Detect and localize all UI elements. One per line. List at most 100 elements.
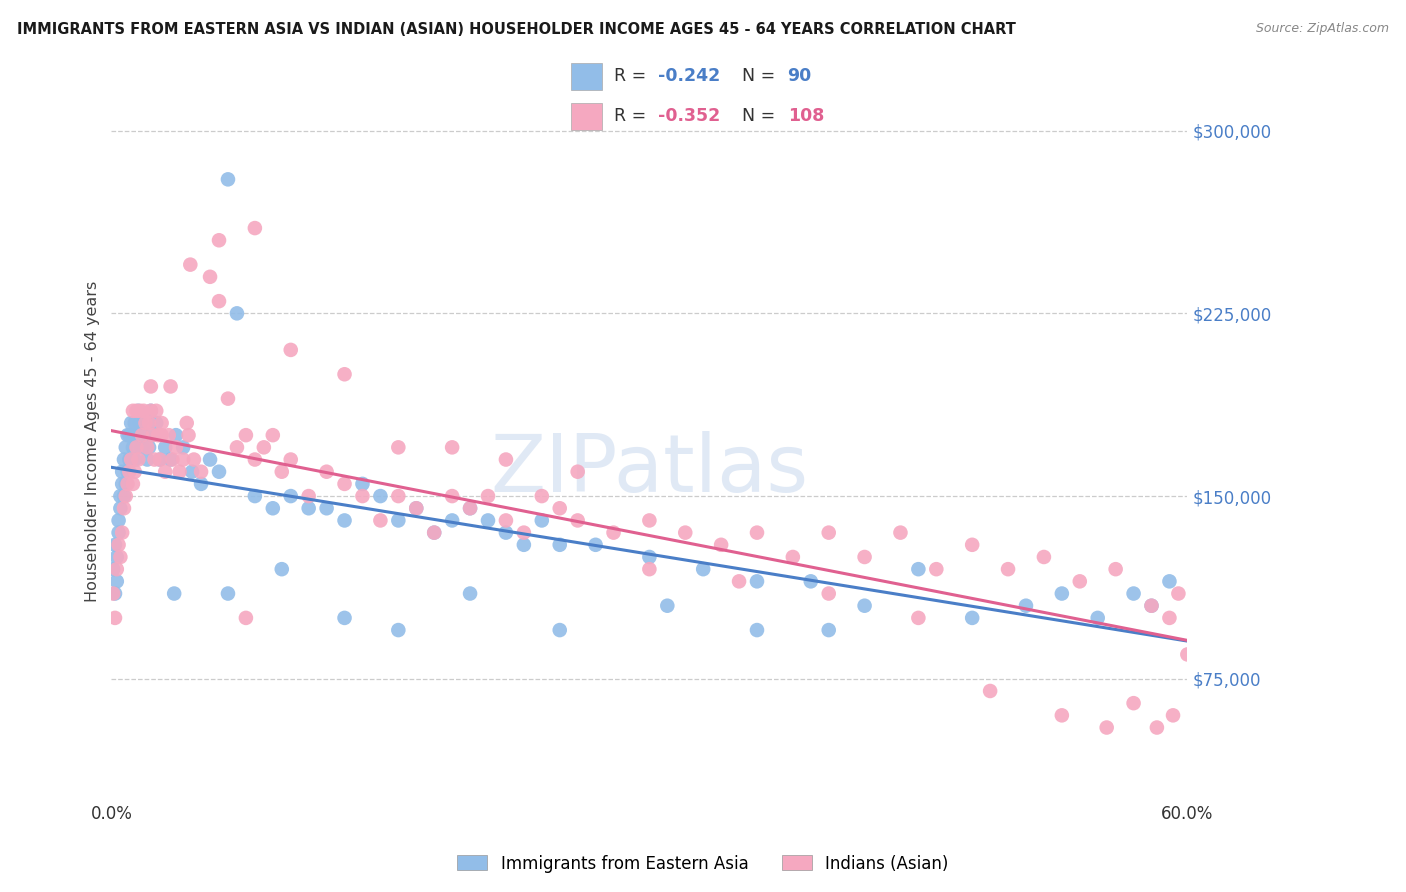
Point (1069, 574, 1091, 589)
Point (477, 513, 499, 527)
Point (1122, 696, 1144, 710)
Point (638, 549, 661, 564)
Point (217, 392, 239, 406)
Point (208, 233, 231, 247)
Point (179, 258, 201, 272)
Point (142, 428, 165, 442)
Point (567, 513, 589, 527)
Point (477, 489, 499, 503)
Point (673, 525, 696, 540)
Point (423, 525, 446, 540)
Point (150, 416, 173, 430)
Point (172, 452, 194, 467)
Point (441, 441, 464, 455)
Point (124, 465, 146, 479)
Point (165, 428, 187, 442)
Point (125, 441, 148, 455)
Point (817, 623, 839, 637)
Point (1104, 562, 1126, 576)
Point (907, 562, 929, 576)
Point (190, 465, 212, 479)
Point (172, 441, 194, 455)
Point (1177, 648, 1199, 662)
Point (853, 599, 876, 613)
Point (315, 465, 337, 479)
Text: N =: N = (742, 68, 780, 86)
Point (638, 513, 661, 527)
Point (103, 586, 125, 600)
Point (270, 562, 292, 576)
Point (208, 465, 231, 479)
Point (370, 489, 392, 503)
Text: N =: N = (742, 107, 780, 125)
Point (142, 428, 165, 442)
Point (110, 549, 132, 564)
Point (159, 452, 181, 467)
Point (1015, 599, 1038, 613)
Point (176, 416, 198, 430)
Point (136, 452, 159, 467)
Point (692, 562, 714, 576)
Point (1159, 574, 1181, 589)
FancyBboxPatch shape (571, 62, 602, 90)
Point (145, 404, 167, 418)
Point (1140, 599, 1163, 613)
Point (1122, 586, 1144, 600)
Point (127, 404, 149, 418)
Point (548, 538, 571, 552)
Point (441, 513, 464, 527)
Text: R =: R = (614, 107, 651, 125)
Point (405, 501, 427, 516)
Point (1159, 611, 1181, 625)
Point (131, 441, 153, 455)
Point (387, 489, 409, 503)
Point (143, 452, 166, 467)
Point (907, 611, 929, 625)
Point (139, 379, 162, 393)
Point (114, 441, 136, 455)
Point (495, 513, 517, 527)
Point (423, 525, 446, 540)
Point (243, 452, 266, 467)
Point (530, 489, 553, 503)
Point (118, 452, 141, 467)
Point (139, 404, 162, 418)
Point (1095, 721, 1118, 735)
Point (585, 538, 607, 552)
Point (217, 172, 239, 186)
Point (105, 562, 128, 576)
Point (548, 501, 571, 516)
Point (217, 586, 239, 600)
Point (262, 428, 284, 442)
Point (1167, 586, 1189, 600)
Point (117, 465, 139, 479)
Point (104, 538, 127, 552)
Point (960, 611, 983, 625)
Point (198, 452, 221, 467)
Point (114, 489, 136, 503)
Point (111, 465, 134, 479)
Point (157, 428, 180, 442)
Point (198, 269, 221, 284)
Point (333, 476, 356, 491)
Point (1087, 611, 1109, 625)
Point (530, 513, 553, 527)
Point (111, 476, 134, 491)
Point (997, 562, 1019, 576)
Point (112, 501, 135, 516)
Point (602, 525, 624, 540)
Point (105, 574, 128, 589)
Point (163, 586, 186, 600)
Text: ZIPatlas: ZIPatlas (491, 431, 808, 509)
Point (127, 452, 149, 467)
Point (138, 416, 160, 430)
Point (458, 501, 481, 516)
Point (146, 428, 169, 442)
Point (333, 368, 356, 382)
Point (120, 452, 142, 467)
Point (513, 525, 536, 540)
Point (262, 501, 284, 516)
Point (298, 489, 321, 503)
Point (280, 343, 302, 357)
Point (243, 221, 266, 235)
